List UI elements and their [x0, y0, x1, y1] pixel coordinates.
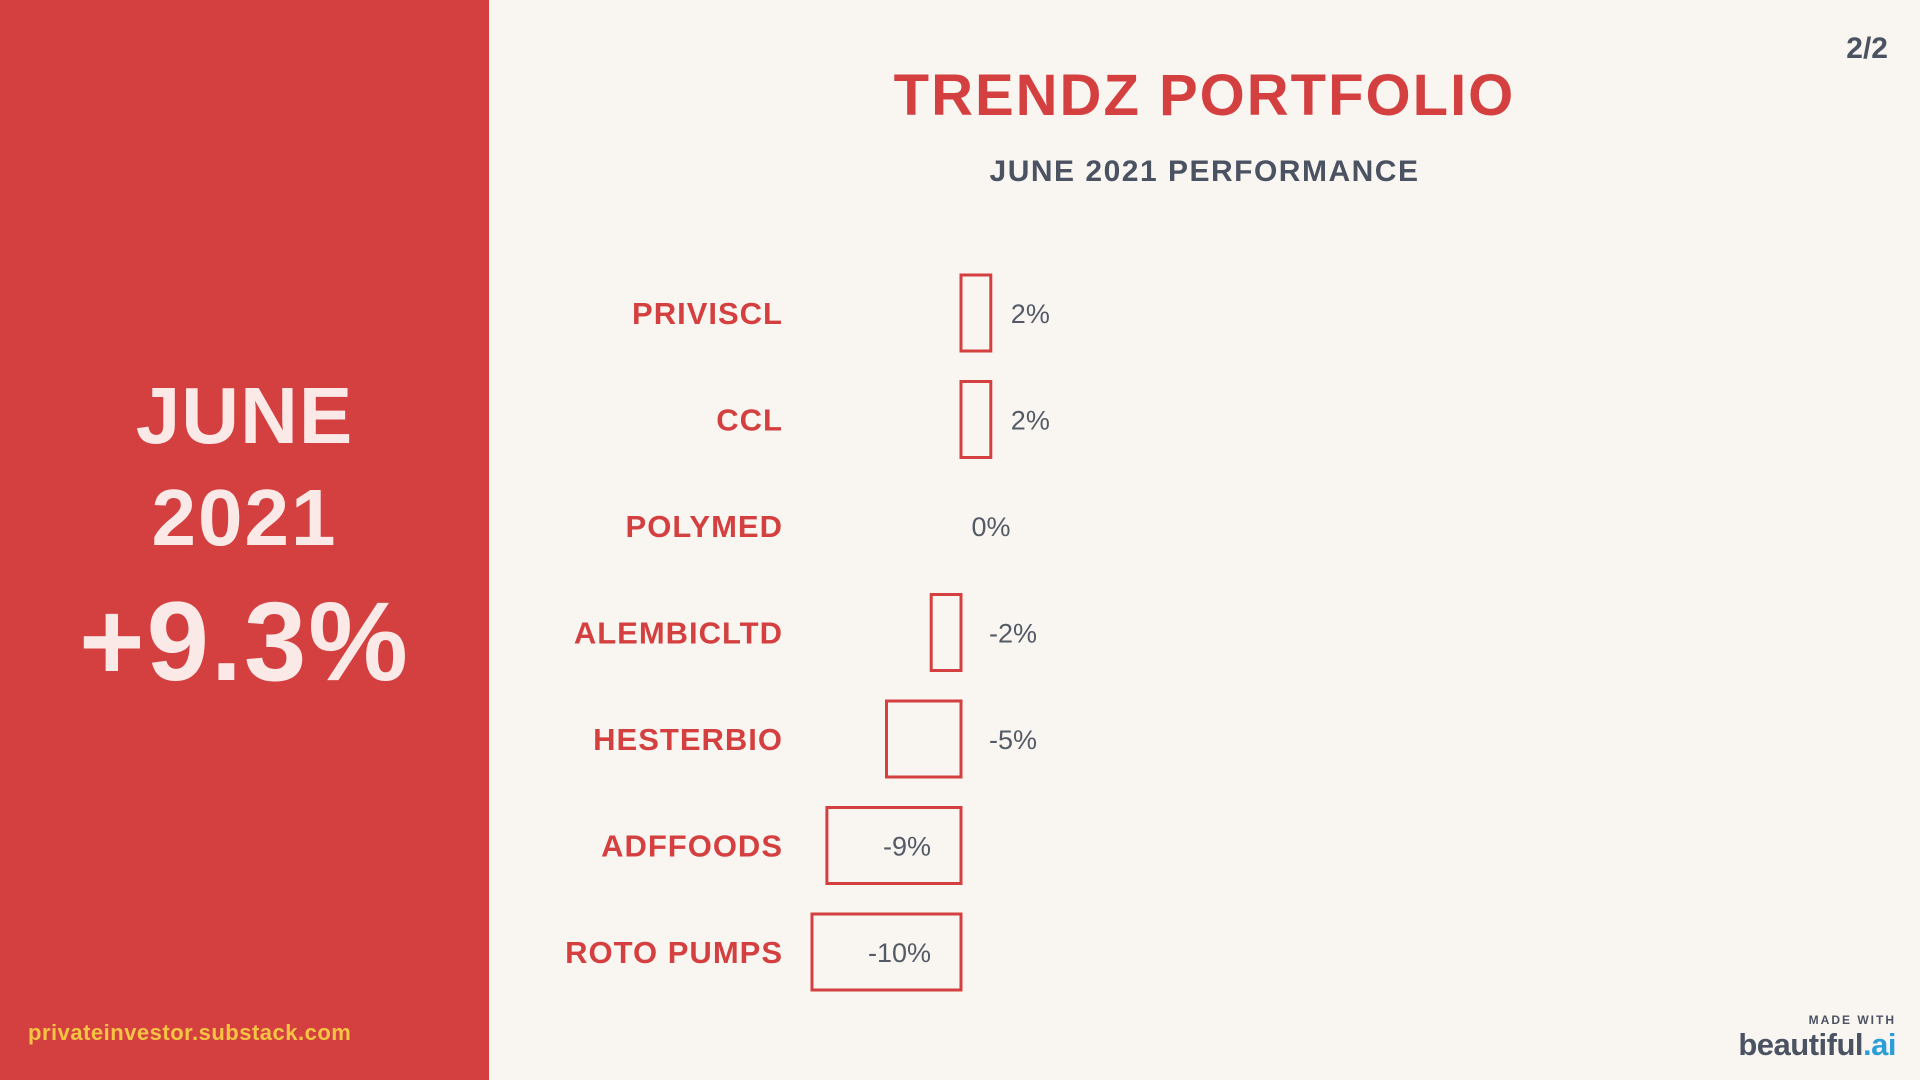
category-label: HESTERBIO [593, 722, 783, 757]
brand-dot: .ai [1863, 1027, 1896, 1062]
bar [885, 699, 963, 779]
slide-subtitle: JUNE 2021 PERFORMANCE [989, 155, 1420, 188]
left-panel: JUNE 2021 +9.3% privateinvestor.substack… [0, 0, 489, 1080]
category-label: PRIVISCL [632, 296, 783, 331]
bar [825, 806, 963, 885]
brand-main: beautiful [1738, 1027, 1864, 1062]
bar [959, 273, 993, 353]
category-label: ADFFOODS [601, 829, 783, 864]
total-return: +9.3% [79, 579, 410, 704]
site-link[interactable]: privateinvestor.substack.com [28, 1020, 352, 1045]
value-label: -2% [989, 619, 1037, 649]
value-label: 0% [971, 512, 1010, 542]
made-with-label: MADE WITH [1808, 1013, 1896, 1027]
page-number: 2/2 [1846, 32, 1888, 65]
slide-title: TRENDZ PORTFOLIO [893, 63, 1516, 128]
value-label: -9% [883, 832, 931, 862]
value-label: 2% [1011, 406, 1050, 436]
category-label: POLYMED [626, 509, 783, 544]
value-label: -5% [989, 725, 1037, 755]
value-label: 2% [1011, 299, 1050, 329]
month-label: JUNE [135, 371, 354, 460]
bar [959, 380, 993, 459]
bar [810, 912, 963, 992]
brand-logo: beautiful.ai [1738, 1027, 1896, 1063]
category-label: CCL [716, 403, 783, 438]
value-label: -10% [868, 938, 931, 968]
category-label: ROTO PUMPS [565, 935, 783, 970]
bar [929, 593, 963, 672]
year-label: 2021 [151, 473, 338, 562]
category-label: ALEMBICLTD [574, 616, 783, 651]
